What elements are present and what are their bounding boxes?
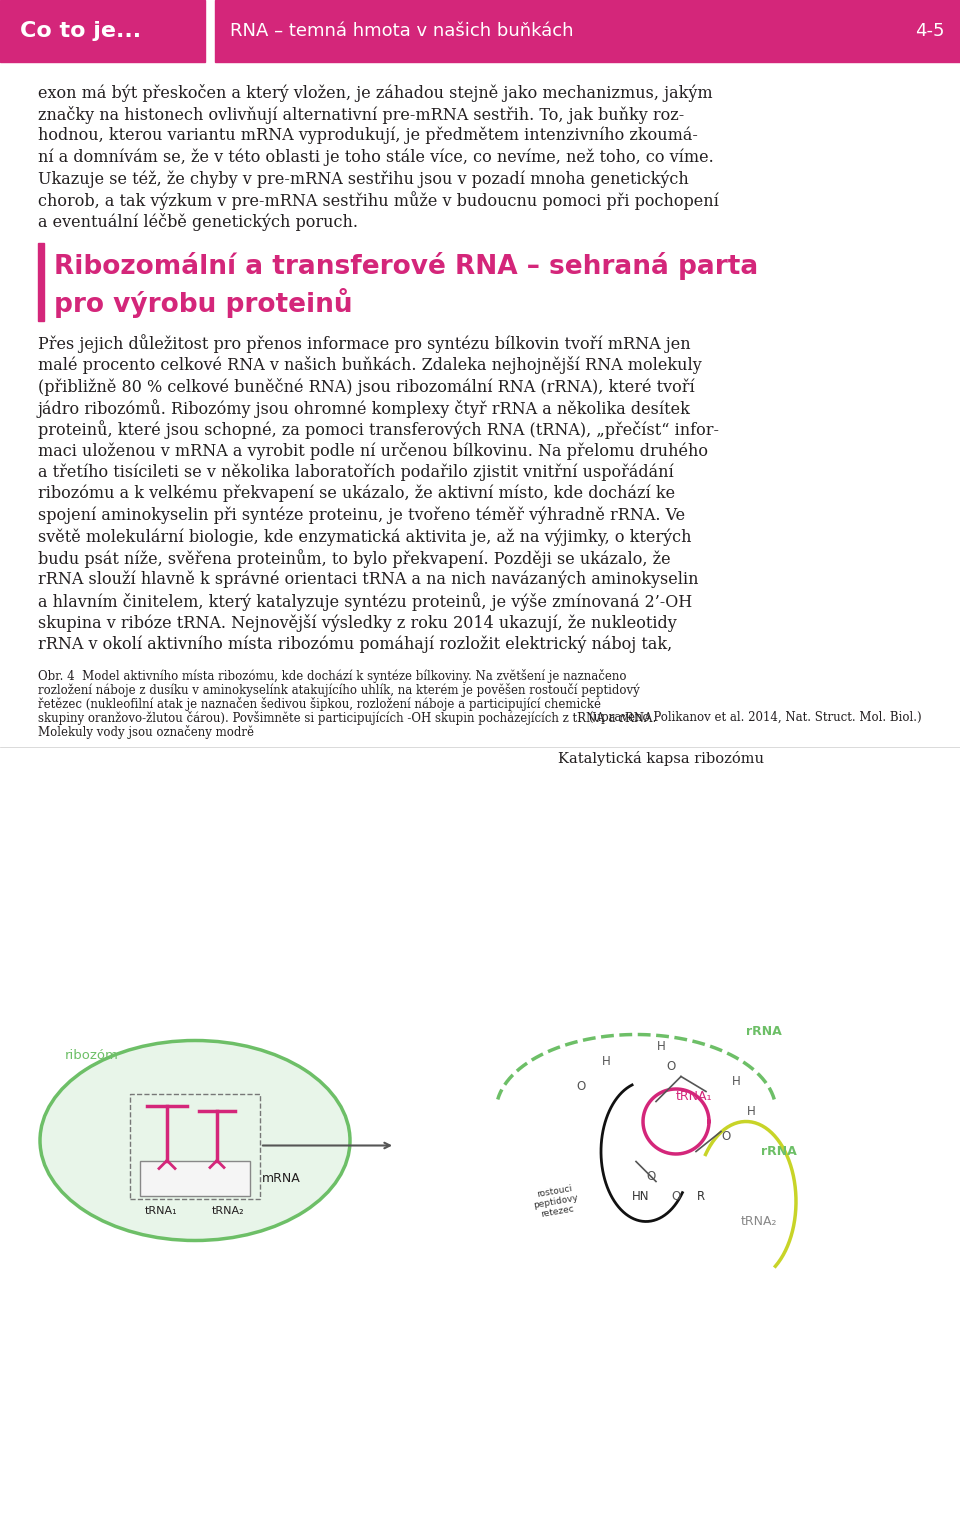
Text: Molekuly vody jsou označeny modrě: Molekuly vody jsou označeny modrě xyxy=(38,725,254,739)
Text: pro výrobu proteinů: pro výrobu proteinů xyxy=(54,288,352,319)
Text: Obr. 4  Model aktivního místa ribozómu, kde dochází k syntéze bílkoviny. Na zvět: Obr. 4 Model aktivního místa ribozómu, k… xyxy=(38,669,627,683)
Text: a eventuální léčbě genetických poruch.: a eventuální léčbě genetických poruch. xyxy=(38,213,358,232)
Text: O: O xyxy=(721,1129,731,1143)
Text: rostouci
peptidovy
retezec: rostouci peptidovy retezec xyxy=(531,1183,581,1221)
Text: HN: HN xyxy=(633,1190,650,1202)
Text: tRNA₁: tRNA₁ xyxy=(676,1090,712,1103)
Text: skupina v ribóze tRNA. Nejnovější výsledky z roku 2014 ukazují, že nukleotidy: skupina v ribóze tRNA. Nejnovější výsled… xyxy=(38,614,677,632)
Text: a třetího tisícileti se v několika laboratořích podařilo zjistit vnitřní uspořád: a třetího tisícileti se v několika labor… xyxy=(38,463,674,482)
Text: tRNA₂: tRNA₂ xyxy=(212,1205,245,1216)
Text: RNA – temná hmota v našich buňkách: RNA – temná hmota v našich buňkách xyxy=(230,21,573,40)
Bar xyxy=(215,0,960,62)
Text: a hlavním činitelem, který katalyzuje syntézu proteinů, je výše zmínovaná 2’-OH: a hlavním činitelem, který katalyzuje sy… xyxy=(38,593,692,611)
Text: rRNA slouží hlavně k správné orientaci tRNA a na nich navázaných aminokyselin: rRNA slouží hlavně k správné orientaci t… xyxy=(38,572,699,588)
Text: značky na histonech ovlivňují alternativní pre-mRNA sestřih. To, jak buňky roz-: značky na histonech ovlivňují alternativ… xyxy=(38,105,684,123)
Text: O: O xyxy=(646,1170,656,1183)
Text: rRNA v okolí aktivního místa ribozómu pomáhají rozložit elektrický náboj tak,: rRNA v okolí aktivního místa ribozómu po… xyxy=(38,636,672,652)
Text: tRNA₁: tRNA₁ xyxy=(145,1205,178,1216)
Text: Katalytická kapsa ribozómu: Katalytická kapsa ribozómu xyxy=(558,751,764,767)
Text: (přibližně 80 % celkové buněčné RNA) jsou ribozomální RNA (rRNA), které tvoří: (přibližně 80 % celkové buněčné RNA) jso… xyxy=(38,378,695,396)
Text: H: H xyxy=(747,1105,756,1119)
Bar xyxy=(140,1160,250,1195)
Text: ribozóm: ribozóm xyxy=(65,1049,119,1062)
Text: (upraveno Polikanov et al. 2014, Nat. Struct. Mol. Biol.): (upraveno Polikanov et al. 2014, Nat. St… xyxy=(589,712,922,724)
Text: exon má být přeskočen a který vložen, je záhadou stejně jako mechanizmus, jakým: exon má být přeskočen a který vložen, je… xyxy=(38,84,712,102)
Bar xyxy=(0,0,205,62)
Text: spojení aminokyselin při syntéze proteinu, je tvořeno téměř výhradně rRNA. Ve: spojení aminokyselin při syntéze protein… xyxy=(38,506,685,524)
Text: chorob, a tak výzkum v pre-mRNA sestřihu může v budoucnu pomoci při pochopení: chorob, a tak výzkum v pre-mRNA sestřihu… xyxy=(38,192,719,210)
Text: mRNA: mRNA xyxy=(262,1172,300,1186)
Text: malé procento celkové RNA v našich buňkách. Zdaleka nejhojnější RNA molekuly: malé procento celkové RNA v našich buňká… xyxy=(38,357,702,373)
Text: tRNA₂: tRNA₂ xyxy=(741,1215,778,1228)
Bar xyxy=(38,242,44,320)
Text: Ukazuje se též, že chyby v pre-mRNA sestřihu jsou v pozadí mnoha genetických: Ukazuje se též, že chyby v pre-mRNA sest… xyxy=(38,171,688,187)
Text: O: O xyxy=(671,1190,681,1202)
Text: rozložení náboje z dusíku v aminokyselínk atakujícího uhlík, na kterém je pověše: rozložení náboje z dusíku v aminokyselín… xyxy=(38,683,639,696)
Text: proteinů, které jsou schopné, za pomoci transferových RNA (tRNA), „přečíst“ info: proteinů, které jsou schopné, za pomoci … xyxy=(38,421,719,439)
Text: H: H xyxy=(602,1055,611,1068)
Text: jádro ribozómů. Ribozómy jsou ohromné komplexy čtyř rRNA a několika desítek: jádro ribozómů. Ribozómy jsou ohromné ko… xyxy=(38,399,691,418)
Text: budu psát níže, svěřena proteinům, to bylo překvapení. Později se ukázalo, že: budu psát níže, svěřena proteinům, to by… xyxy=(38,550,671,568)
Bar xyxy=(130,1094,260,1198)
Ellipse shape xyxy=(40,1041,350,1241)
Text: H: H xyxy=(732,1074,740,1088)
Text: Přes jejich důležitost pro přenos informace pro syntézu bílkovin tvoří mRNA jen: Přes jejich důležitost pro přenos inform… xyxy=(38,334,690,354)
Text: O: O xyxy=(666,1061,676,1073)
Text: rRNA: rRNA xyxy=(761,1145,797,1158)
Text: 4-5: 4-5 xyxy=(916,21,945,40)
Text: maci uloženou v mRNA a vyrobit podle ní určenou bílkovinu. Na přelomu druhého: maci uloženou v mRNA a vyrobit podle ní … xyxy=(38,442,708,460)
Text: O: O xyxy=(576,1081,586,1093)
Text: ní a domnívám se, že v této oblasti je toho stále více, co nevíme, než toho, co : ní a domnívám se, že v této oblasti je t… xyxy=(38,148,713,166)
Text: R: R xyxy=(697,1190,705,1202)
Text: H: H xyxy=(657,1039,665,1053)
Text: ribozómu a k velkému překvapení se ukázalo, že aktivní místo, kde dochází ke: ribozómu a k velkému překvapení se ukáza… xyxy=(38,485,675,503)
Text: skupiny oranžovo-žlutou čárou). Povšimněte si participujících -OH skupin pocháze: skupiny oranžovo-žlutou čárou). Povšimně… xyxy=(38,712,657,725)
Text: Ribozomální a transferové RNA – sehraná parta: Ribozomální a transferové RNA – sehraná … xyxy=(54,253,758,280)
Text: hodnou, kterou variantu mRNA vyprodukují, je předmětem intenzivního zkoumá-: hodnou, kterou variantu mRNA vyprodukují… xyxy=(38,126,698,145)
Text: Co to je...: Co to je... xyxy=(20,21,141,41)
Text: světě molekulární biologie, kde enzymatická aktivita je, až na výjimky, o kterýc: světě molekulární biologie, kde enzymati… xyxy=(38,527,691,546)
Text: rRNA: rRNA xyxy=(746,1026,781,1038)
Text: řetězec (nukleofilní atak je naznačen šedivou šipkou, rozložení náboje a partici: řetězec (nukleofilní atak je naznačen še… xyxy=(38,696,601,712)
